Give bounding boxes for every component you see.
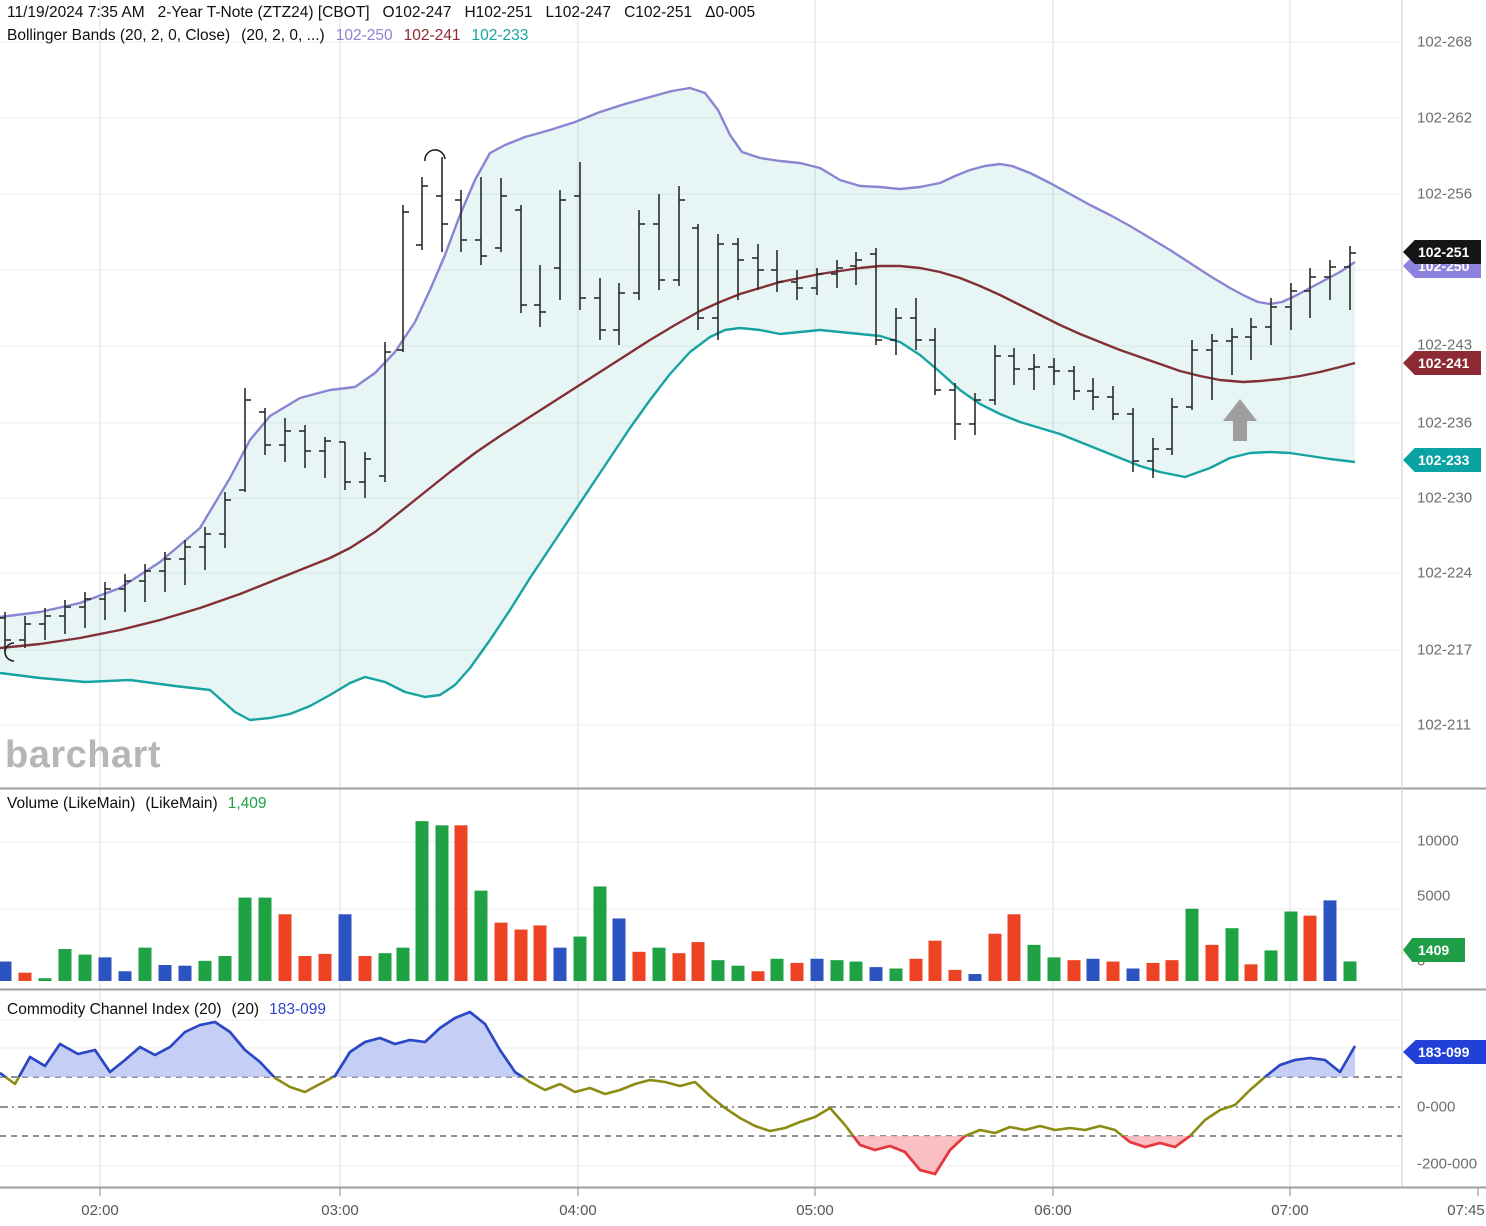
quote-close: C102-251 xyxy=(624,4,693,21)
quote-low: L102-247 xyxy=(545,4,612,21)
cci-legend[interactable]: Commodity Channel Index (20) (20) 183-09… xyxy=(7,1001,326,1019)
x-axis-label: 02:00 xyxy=(81,1202,119,1219)
cci-axis-label: -200-000 xyxy=(1417,1155,1478,1173)
volume-axis-label: 10000 xyxy=(1417,832,1459,850)
cci-value: 183-099 xyxy=(269,1001,326,1018)
quote-change: Δ0-005 xyxy=(705,4,756,21)
bollinger-study-params: (20, 2, 0, ...) xyxy=(241,27,325,44)
bollinger-legend[interactable]: Bollinger Bands (20, 2, 0, Close) (20, 2… xyxy=(7,27,528,45)
quote-high: H102-251 xyxy=(464,4,533,21)
up-arrow-icon xyxy=(1223,399,1257,441)
symbol-name: 2-Year T-Note (ZTZ24) [CBOT] xyxy=(157,4,370,21)
bollinger-lower-value: 102-233 xyxy=(471,27,529,44)
bollinger-upper-value: 102-250 xyxy=(335,27,393,44)
x-axis-label: 06:00 xyxy=(1034,1202,1072,1219)
volume-badge: 1409 xyxy=(1403,938,1465,962)
x-axis-label: 05:00 xyxy=(796,1202,834,1219)
quote-datetime: 11/19/2024 7:35 AM xyxy=(7,4,145,21)
bollinger-band-fill xyxy=(0,88,1355,720)
last-price-badge: 102-251 xyxy=(1403,240,1481,264)
y-axis-label: 102-217 xyxy=(1417,641,1473,659)
bollinger-middle-value: 102-241 xyxy=(403,27,461,44)
y-axis-label: 102-262 xyxy=(1417,109,1473,127)
chart-title-bar: 11/19/2024 7:35 AM 2-Year T-Note (ZTZ24)… xyxy=(7,4,755,22)
cci-axis-label: 0-000 xyxy=(1417,1098,1456,1116)
volume-legend[interactable]: Volume (LikeMain) (LikeMain) 1,409 xyxy=(7,795,267,813)
x-axis-label: 04:00 xyxy=(559,1202,597,1219)
barchart-logo: barchart xyxy=(5,734,162,776)
cci-study-name: Commodity Channel Index (20) xyxy=(7,1001,222,1018)
x-axis-label: 07:00 xyxy=(1271,1202,1309,1219)
y-axis-label: 102-268 xyxy=(1417,33,1473,51)
x-axis-label: 07:45 xyxy=(1447,1202,1485,1219)
bb-lower-badge: 102-233 xyxy=(1403,448,1481,472)
pattern-arc-icon xyxy=(424,149,446,162)
y-axis-label: 102-256 xyxy=(1417,185,1473,203)
bollinger-middle-line xyxy=(0,264,1356,650)
y-axis-label: 102-224 xyxy=(1417,564,1473,582)
volume-value: 1,409 xyxy=(227,795,267,812)
cci-study-params: (20) xyxy=(231,1001,260,1018)
price-bars xyxy=(0,157,1356,652)
volume-axis-label: 5000 xyxy=(1417,887,1451,905)
y-axis-label: 102-243 xyxy=(1417,336,1473,354)
cci-badge: 183-099 xyxy=(1403,1040,1486,1064)
cci-overbought-fill xyxy=(0,1012,1355,1077)
cci-line-below xyxy=(851,1136,1192,1176)
x-axis-label: 03:00 xyxy=(321,1202,359,1219)
pattern-arc-icon xyxy=(4,642,15,662)
cci-line-above xyxy=(0,1010,1357,1077)
y-axis-label: 102-236 xyxy=(1417,414,1473,432)
y-axis-label: 102-211 xyxy=(1417,716,1471,734)
bollinger-study-name: Bollinger Bands (20, 2, 0, Close) xyxy=(7,27,231,44)
bb-middle-badge: 102-241 xyxy=(1403,351,1481,375)
volume-study-name: Volume (LikeMain) xyxy=(7,795,136,812)
volume-study-params: (LikeMain) xyxy=(145,795,218,812)
volume-bars xyxy=(0,821,1357,981)
bollinger-upper-line xyxy=(0,86,1356,619)
quote-open: O102-247 xyxy=(382,4,452,21)
y-axis-label: 102-230 xyxy=(1417,489,1473,507)
